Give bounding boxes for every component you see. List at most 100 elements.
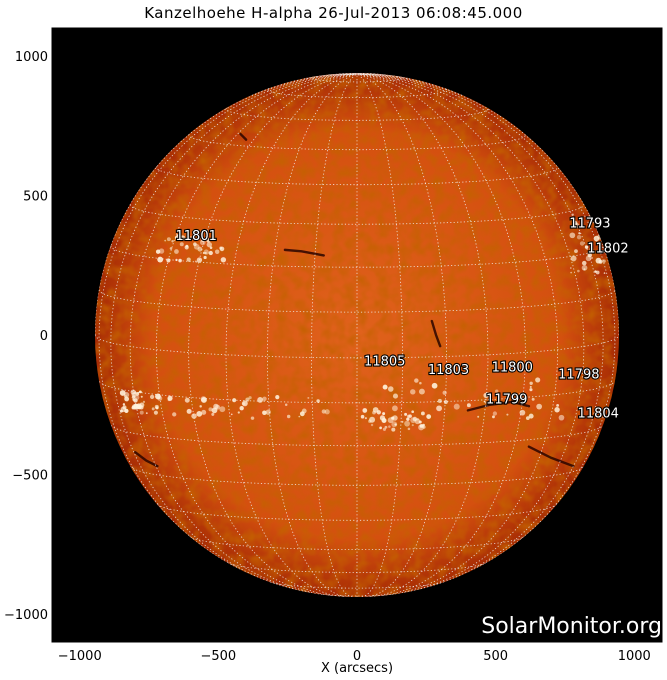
plage-spot: [418, 388, 425, 395]
grid-line: [356, 73, 616, 570]
plage-spot: [370, 423, 374, 427]
plage-spot: [554, 407, 560, 413]
plage-spot: [593, 235, 600, 242]
plage-spot: [124, 396, 130, 402]
plage-spot: [529, 388, 533, 392]
plage-spot: [122, 403, 126, 406]
grid-line: [356, 73, 489, 598]
x-tick-label: 1000: [618, 649, 651, 664]
plage-spot: [595, 257, 602, 264]
plage-spot: [404, 420, 410, 427]
grid-line: [356, 73, 559, 596]
plage-spot: [422, 425, 426, 429]
plage-spot: [120, 406, 127, 413]
plage-spot: [196, 411, 203, 417]
plage-spot: [369, 416, 376, 423]
plage-spot: [175, 235, 181, 241]
grid-line: [356, 73, 620, 336]
active-region-label: 11799: [486, 392, 527, 407]
y-tick-label: 1000: [15, 50, 48, 65]
plage-spot: [200, 396, 207, 403]
plage-spot: [387, 386, 394, 392]
x-tick-label: 500: [483, 649, 508, 664]
plage-spot: [208, 407, 213, 412]
grid-line: [356, 73, 526, 596]
plage-spot: [410, 389, 416, 395]
plage-spot: [208, 250, 213, 256]
plage-spot: [265, 409, 271, 415]
grid-line: [356, 73, 585, 594]
plage-spot: [164, 239, 167, 242]
plage-spot: [431, 382, 438, 389]
plage-spot: [199, 405, 202, 408]
plage-spot: [382, 412, 386, 416]
plage-spot: [412, 416, 418, 422]
plage-spot: [193, 243, 200, 250]
plage-spot: [379, 426, 382, 430]
plage-spot: [167, 398, 171, 402]
plage-spot: [275, 395, 280, 400]
plage-spot: [239, 406, 244, 411]
plage-spot: [169, 247, 173, 250]
plage-spot: [419, 381, 422, 385]
plage-spot: [418, 420, 422, 424]
plage-spot: [411, 424, 414, 427]
plage-spot: [388, 425, 391, 428]
plage-spot: [135, 392, 140, 396]
plage-spot: [577, 269, 580, 273]
plage-spot: [426, 414, 432, 419]
plage-spot: [528, 413, 534, 419]
plage-spot: [420, 411, 425, 416]
plage-spot: [151, 407, 155, 411]
plage-spot: [219, 406, 226, 413]
filament: [466, 400, 531, 412]
active-region-label: 11803: [428, 363, 469, 378]
plage-spot: [206, 241, 212, 248]
plage-spot: [286, 414, 291, 419]
plage-spot: [166, 237, 171, 242]
plage-spot: [362, 408, 368, 413]
plage-spot: [214, 249, 220, 254]
plage-spot: [232, 398, 237, 403]
plage-spot: [153, 410, 158, 415]
plage-spot: [379, 415, 386, 421]
page-title: Kanzelhoehe H-alpha 26-Jul-2013 06:08:45…: [144, 4, 523, 22]
plage-spot: [193, 242, 197, 246]
grid-line: [130, 466, 584, 486]
plage-spot: [492, 415, 495, 419]
y-tick-label: 0: [40, 329, 48, 344]
plage-spot: [535, 377, 541, 383]
grid-line: [356, 73, 393, 76]
grid-line: [354, 72, 358, 75]
plage-spot: [382, 384, 388, 390]
plage-spot: [407, 427, 411, 431]
grid-line: [356, 73, 604, 590]
plage-spot: [174, 249, 179, 254]
active-region-label: 11802: [587, 242, 628, 257]
plage-spot: [382, 427, 387, 431]
plage-spot: [436, 405, 442, 412]
active-region-label: 11801: [176, 229, 217, 244]
plage-spot: [394, 423, 397, 426]
plage-spot: [477, 415, 480, 418]
plage-spot: [211, 237, 216, 241]
plage-spot: [202, 252, 205, 254]
plage-spot: [443, 400, 448, 404]
heliographic-grid: [94, 72, 620, 598]
plage-spot: [199, 235, 203, 239]
plage-spot: [368, 419, 372, 423]
plage-spot: [179, 242, 184, 247]
plage-spot: [578, 232, 581, 235]
plage-spot: [529, 381, 533, 385]
plage-spot: [576, 235, 582, 240]
plage-spot: [138, 390, 142, 394]
plage-spot: [119, 390, 126, 396]
plage-spot: [189, 236, 193, 240]
plage-spot: [587, 252, 592, 258]
plage-spot: [453, 403, 460, 410]
plage-spot: [506, 413, 509, 416]
plage-spot: [581, 265, 588, 271]
grid-line: [356, 72, 360, 75]
plage-spot: [203, 255, 207, 260]
plage-spot: [157, 256, 164, 263]
